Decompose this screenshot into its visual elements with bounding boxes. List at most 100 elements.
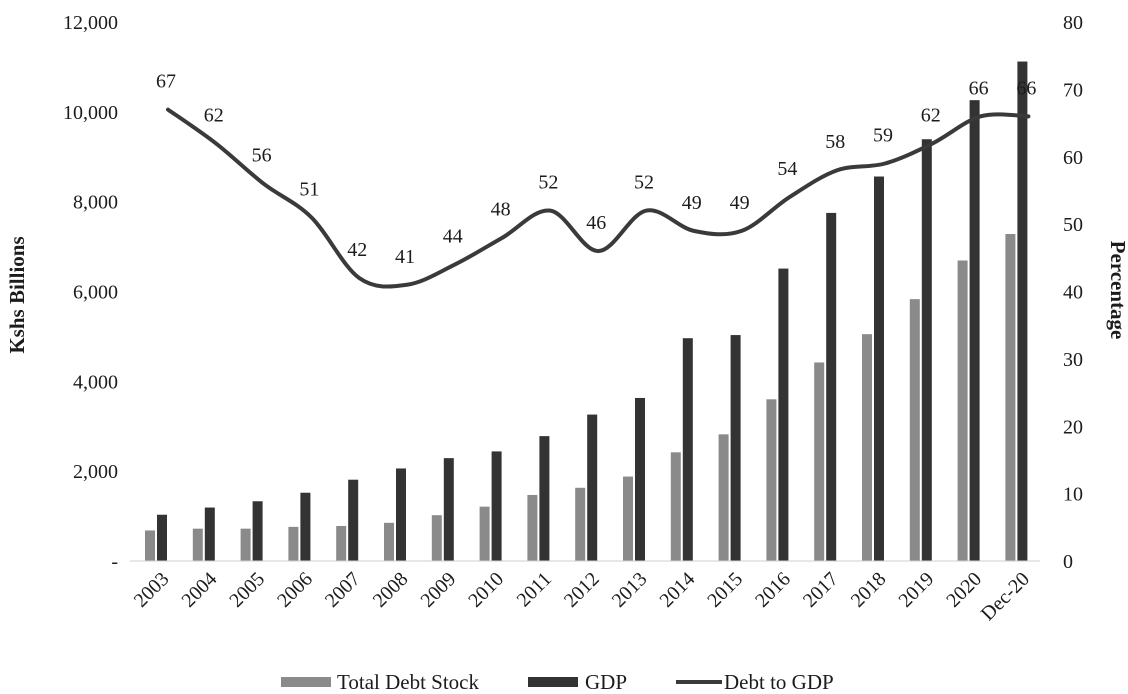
bar-total-debt-stock bbox=[862, 334, 872, 561]
bar-gdp bbox=[204, 507, 215, 561]
bar-total-debt-stock bbox=[431, 515, 442, 561]
debt-to-gdp-data-label: 62 bbox=[921, 104, 941, 126]
category-axis-labels: 2003 2004 2005 2006 2007 2008 2009 2010 2011 2012… bbox=[130, 568, 1034, 625]
category-label: 2005 bbox=[225, 568, 269, 612]
category-label: 2018 bbox=[847, 568, 891, 612]
legend-label-total-debt: Total Debt Stock bbox=[337, 670, 480, 694]
bar-gdp bbox=[826, 212, 837, 562]
left-axis-ticks: - 2,000 4,000 6,000 8,000 10,000 12,000 bbox=[63, 12, 118, 573]
left-axis-title: Kshs Billions bbox=[5, 236, 29, 353]
bar-gdp bbox=[921, 139, 932, 562]
bar-total-debt-stock bbox=[1005, 234, 1016, 562]
debt-to-gdp-data-label: 48 bbox=[491, 199, 511, 221]
bar-total-debt-stock bbox=[479, 506, 490, 561]
left-axis-tick-label: 10,000 bbox=[63, 102, 118, 124]
left-axis-tick-label: 4,000 bbox=[73, 371, 118, 393]
category-label: 2017 bbox=[799, 568, 843, 612]
right-axis-tick-label: 40 bbox=[1063, 282, 1083, 304]
bar-total-debt-stock bbox=[145, 530, 155, 561]
debt-to-gdp-data-label: 52 bbox=[634, 172, 654, 194]
debt-to-gdp-data-label: 66 bbox=[1016, 77, 1036, 99]
debt-to-gdp-data-label: 59 bbox=[873, 124, 893, 146]
debt-to-gdp-data-label: 49 bbox=[730, 192, 750, 214]
category-label: 2008 bbox=[369, 568, 413, 612]
bar-total-debt-stock bbox=[336, 525, 347, 561]
debt-to-gdp-line bbox=[166, 107, 1031, 289]
bar-total-debt-stock bbox=[575, 487, 586, 561]
category-label: Dec-20 bbox=[977, 568, 1034, 625]
bar-total-debt-stock bbox=[527, 494, 538, 561]
right-axis-tick-label: 50 bbox=[1063, 214, 1083, 236]
debt-to-gdp-data-label: 41 bbox=[395, 246, 415, 268]
bar-gdp bbox=[348, 479, 359, 561]
debt-to-gdp-data-labels: 67 62 56 51 42 41 44 48 52 46 52 49 49 54 58 59 62 66 66 bbox=[156, 71, 1036, 268]
debt-to-gdp-data-label: 46 bbox=[586, 212, 606, 234]
bar-total-debt-stock bbox=[909, 299, 920, 561]
left-axis-tick-label: 6,000 bbox=[73, 282, 118, 304]
debt-to-gdp-data-label: 54 bbox=[777, 158, 797, 180]
bar-total-debt-stock bbox=[623, 476, 633, 561]
category-label: 2014 bbox=[655, 568, 699, 612]
bar-gdp bbox=[874, 176, 884, 561]
bar-gdp bbox=[157, 514, 167, 561]
right-axis-tick-label: 80 bbox=[1063, 12, 1083, 34]
bar-total-debt-stock bbox=[766, 399, 777, 561]
bar-gdp bbox=[539, 436, 550, 561]
debt-to-gdp-data-label: 58 bbox=[825, 131, 845, 153]
right-axis-tick-label: 30 bbox=[1063, 349, 1083, 371]
category-label: 2015 bbox=[703, 568, 747, 612]
debt-to-gdp-data-label: 62 bbox=[204, 104, 224, 126]
bar-gdp bbox=[730, 335, 741, 561]
bar-gdp bbox=[300, 492, 311, 561]
bar-gdp bbox=[635, 397, 645, 561]
left-axis-tick-label: 2,000 bbox=[73, 461, 118, 483]
debt-to-gdp-data-label: 42 bbox=[347, 239, 367, 261]
category-label: 2019 bbox=[894, 568, 938, 612]
legend-label-gdp: GDP bbox=[585, 670, 627, 694]
bar-gdp bbox=[252, 501, 263, 561]
legend: Total Debt Stock GDP Debt to GDP bbox=[281, 670, 834, 694]
right-axis-tick-label: 60 bbox=[1063, 147, 1083, 169]
bar-gdp bbox=[969, 100, 980, 561]
left-axis-tick-label: 8,000 bbox=[73, 192, 118, 214]
bar-gdp bbox=[778, 268, 789, 561]
category-label: 2012 bbox=[560, 568, 604, 612]
category-label: 2010 bbox=[464, 568, 508, 612]
category-label: 2003 bbox=[130, 568, 174, 612]
bar-total-debt-stock bbox=[718, 434, 729, 561]
debt-to-gdp-data-label: 66 bbox=[969, 77, 989, 99]
category-label: 2004 bbox=[177, 568, 221, 612]
right-axis-tick-label: 0 bbox=[1063, 551, 1073, 573]
bar-gdp bbox=[587, 414, 598, 561]
bar-total-debt-stock bbox=[814, 362, 825, 561]
debt-to-gdp-data-label: 49 bbox=[682, 192, 702, 214]
debt-to-gdp-data-label: 67 bbox=[156, 71, 176, 93]
category-label: 2011 bbox=[513, 568, 556, 611]
bar-total-debt-stock bbox=[670, 452, 681, 561]
category-label: 2009 bbox=[416, 568, 460, 612]
debt-to-gdp-data-label: 51 bbox=[299, 178, 319, 200]
category-label: 2013 bbox=[608, 568, 652, 612]
bar-gdp bbox=[443, 458, 454, 561]
bar-series bbox=[145, 61, 1028, 562]
bar-gdp bbox=[396, 468, 406, 561]
bar-total-debt-stock bbox=[240, 528, 251, 561]
right-axis-tick-label: 20 bbox=[1063, 416, 1083, 438]
category-label: 2016 bbox=[751, 568, 795, 612]
legend-swatch-total-debt bbox=[281, 677, 331, 687]
legend-label-debt-to-gdp: Debt to GDP bbox=[724, 670, 834, 694]
category-label: 2006 bbox=[273, 568, 317, 612]
debt-to-gdp-data-label: 52 bbox=[538, 172, 558, 194]
right-axis-tick-label: 10 bbox=[1063, 484, 1083, 506]
bar-total-debt-stock bbox=[192, 528, 203, 561]
bar-gdp bbox=[491, 451, 502, 561]
right-axis-tick-label: 70 bbox=[1063, 79, 1083, 101]
left-axis-tick-label: - bbox=[111, 551, 118, 573]
right-axis-ticks: 0 10 20 30 40 50 60 70 80 bbox=[1063, 12, 1083, 573]
left-axis-tick-label: 12,000 bbox=[63, 12, 118, 34]
category-label: 2007 bbox=[321, 568, 365, 612]
category-label: 2020 bbox=[942, 568, 986, 612]
bar-total-debt-stock bbox=[288, 526, 299, 561]
debt-to-gdp-data-label: 44 bbox=[443, 226, 463, 248]
